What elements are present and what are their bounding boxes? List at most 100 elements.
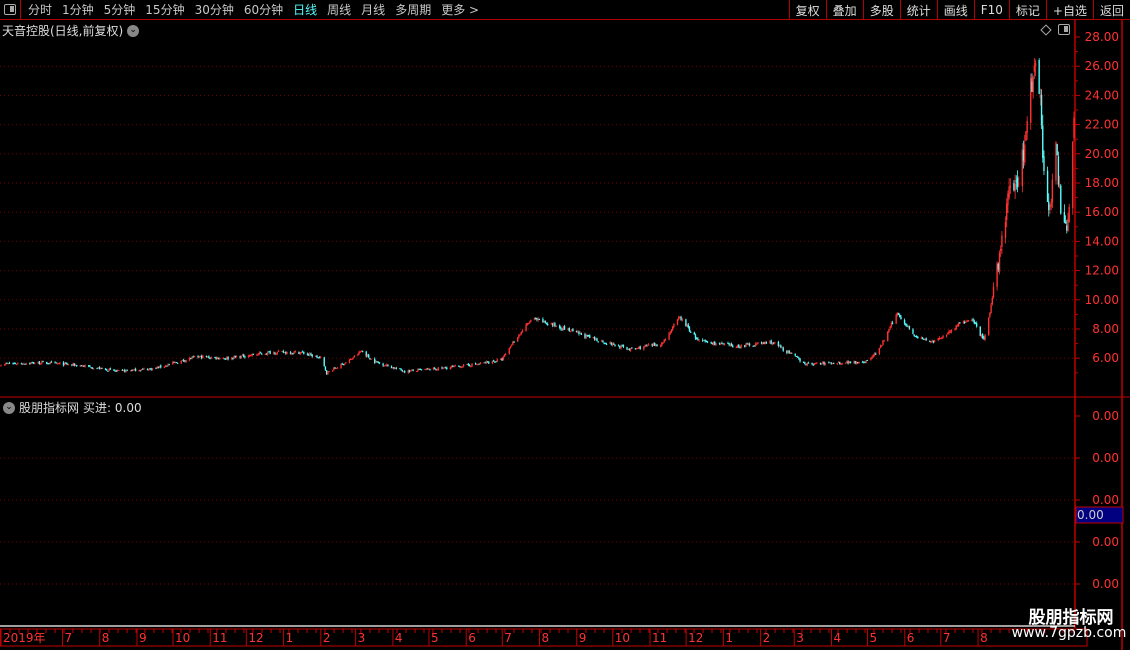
candle-body xyxy=(613,343,615,345)
candle-body xyxy=(470,366,472,368)
candle-body xyxy=(763,342,765,344)
tab-period[interactable]: 1分钟 xyxy=(62,3,94,17)
candle-body xyxy=(1064,222,1067,224)
candle-body xyxy=(277,350,280,352)
candle-body xyxy=(476,364,478,366)
toolbar-button[interactable]: +自选 xyxy=(1045,0,1093,20)
candle-body xyxy=(502,356,504,361)
candle-body xyxy=(461,366,464,368)
candle-body xyxy=(130,370,132,372)
candle-body xyxy=(621,345,623,347)
candle-body xyxy=(853,361,855,364)
sidebar-toggle-button[interactable] xyxy=(0,0,21,20)
candle-body xyxy=(718,342,721,344)
candle-body xyxy=(645,345,647,347)
watermark-name: 股朋指标网 xyxy=(1028,608,1114,628)
candle-body xyxy=(971,319,973,321)
candle-body xyxy=(891,322,894,325)
tab-period[interactable]: 30分钟 xyxy=(194,3,234,17)
tab-period[interactable]: 15分钟 xyxy=(145,3,185,17)
candle-body xyxy=(190,358,192,360)
chevron-down-icon[interactable]: ⌄ xyxy=(3,401,15,414)
y-tick-label: 20.00 xyxy=(1085,147,1119,161)
candle-body xyxy=(336,367,339,369)
candle-body xyxy=(174,362,176,364)
toolbar-button[interactable]: 标记 xyxy=(1008,0,1046,20)
candle-body xyxy=(315,355,317,357)
candle-body xyxy=(340,363,342,369)
candle-body xyxy=(343,363,346,366)
candle-body xyxy=(774,342,776,344)
candle-body xyxy=(875,353,877,355)
candle-body xyxy=(38,361,41,364)
candle-body xyxy=(653,342,656,346)
tab-period[interactable]: 分时 xyxy=(28,3,53,17)
candle-body xyxy=(8,362,11,364)
tab-period[interactable]: 月线 xyxy=(361,3,386,17)
candle-body xyxy=(392,367,394,369)
chevron-down-icon[interactable]: ⌄ xyxy=(127,24,140,37)
tab-period[interactable]: 日线 xyxy=(293,3,318,17)
tab-period[interactable]: 更多 > xyxy=(441,3,480,17)
x-tick-label: 2 xyxy=(763,631,771,645)
candle-body xyxy=(1067,219,1069,232)
candle-body xyxy=(634,348,637,350)
candle-body xyxy=(240,355,243,358)
candle-body xyxy=(762,342,764,345)
candle-body xyxy=(1022,150,1025,161)
x-tick-label: 9 xyxy=(579,631,587,645)
candle-body xyxy=(873,353,876,356)
toolbar-button[interactable]: 画线 xyxy=(936,0,974,20)
tab-period[interactable]: 多周期 xyxy=(395,3,432,17)
candle-body xyxy=(325,370,328,375)
candle-body xyxy=(193,355,196,357)
x-tick-label: 11 xyxy=(652,631,667,645)
toolbar-button[interactable]: 复权 xyxy=(788,0,826,20)
candle-body xyxy=(757,342,759,344)
candle-body xyxy=(59,362,61,364)
candle-body xyxy=(508,347,510,354)
candle-body xyxy=(996,263,998,287)
watermark-url: www.7gpzb.com xyxy=(1011,625,1127,641)
candle-body xyxy=(681,319,683,321)
candle-body xyxy=(782,347,784,351)
toolbar-button[interactable]: 返回 xyxy=(1092,0,1130,20)
panel-toggle-icon[interactable] xyxy=(1058,24,1070,35)
x-tick-label: 3 xyxy=(796,631,804,645)
candle-body xyxy=(829,362,831,364)
toolbar-button[interactable]: 统计 xyxy=(899,0,937,20)
candle-body xyxy=(1009,186,1012,188)
indicator-title: ⌄ 股朋指标网 买进: 0.00 xyxy=(3,399,142,416)
candle-body xyxy=(765,342,768,344)
candle-body xyxy=(823,361,825,365)
tab-period[interactable]: 60分钟 xyxy=(243,3,284,17)
indicator-axis-label: 0.00 xyxy=(1092,409,1119,423)
candle-body xyxy=(563,326,566,330)
candle-body xyxy=(370,358,372,360)
candle-body xyxy=(394,367,396,369)
x-tick-label: 7 xyxy=(504,631,512,645)
candle-body xyxy=(780,345,782,348)
candle-body xyxy=(90,367,92,369)
toolbar-button[interactable]: 多股 xyxy=(862,0,900,20)
candle-body xyxy=(452,366,454,368)
candle-body xyxy=(534,317,537,319)
candle-body xyxy=(1073,117,1075,139)
indicator-axis-label: 0.00 xyxy=(1092,451,1119,465)
candle-body xyxy=(831,363,834,365)
tab-period[interactable]: 周线 xyxy=(327,3,352,17)
candle-body xyxy=(435,368,437,370)
candle-body xyxy=(858,361,860,364)
candle-body xyxy=(575,330,578,332)
candle-body xyxy=(486,361,489,363)
tab-period[interactable]: 5分钟 xyxy=(103,3,136,17)
candle-body xyxy=(610,342,613,346)
toolbar-button[interactable]: 叠加 xyxy=(825,0,863,20)
toolbar-button[interactable]: F10 xyxy=(973,0,1009,20)
candle-body xyxy=(1055,142,1057,181)
candle-body xyxy=(82,365,84,367)
candle-body xyxy=(124,369,126,372)
candle-body xyxy=(559,325,561,328)
candle-body xyxy=(306,353,309,355)
